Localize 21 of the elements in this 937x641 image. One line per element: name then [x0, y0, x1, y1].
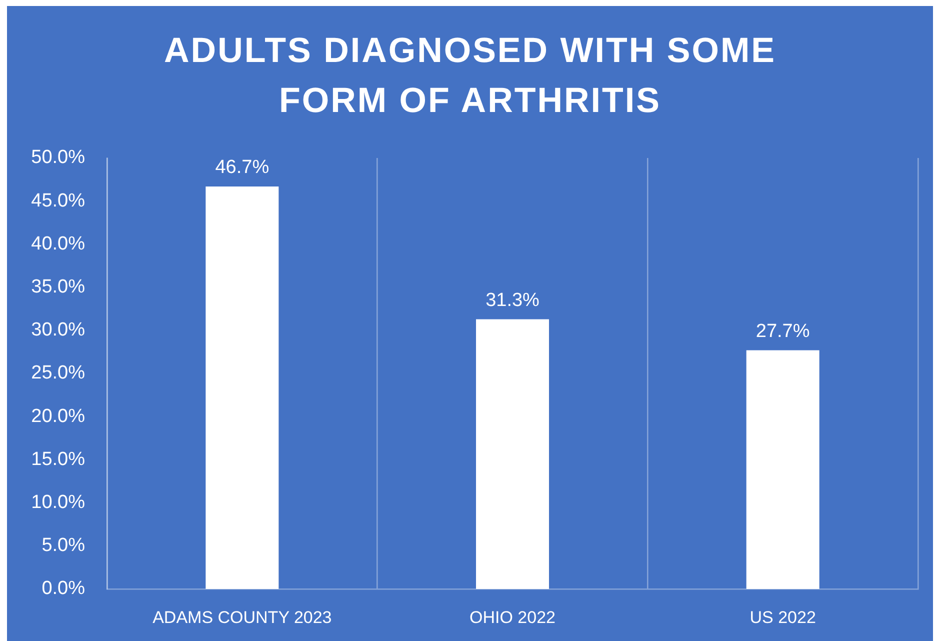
- y-tick-label: 40.0%: [31, 233, 86, 254]
- chart-title: ADULTS DIAGNOSED WITH SOME FORM OF ARTHRITIS: [163, 30, 777, 122]
- x-tick-label: OHIO 2022: [470, 608, 556, 627]
- bar: [476, 319, 549, 589]
- y-tick-label: 45.0%: [31, 190, 86, 212]
- bar: [746, 350, 820, 589]
- y-tick-label: 35.0%: [31, 276, 86, 298]
- x-tick-label: US 2022: [750, 608, 816, 627]
- data-label: 27.7%: [756, 320, 810, 342]
- data-label: 31.3%: [486, 290, 540, 311]
- y-tick-label: 0.0%: [42, 578, 86, 600]
- y-tick-label: 5.0%: [42, 535, 86, 556]
- y-tick-label: 15.0%: [31, 448, 86, 470]
- x-tick-label: ADAMS COUNTY 2023: [152, 608, 332, 627]
- bar: [206, 186, 279, 589]
- y-tick-label: 50.0%: [31, 147, 86, 168]
- y-tick-label: 20.0%: [31, 406, 86, 427]
- y-tick-label: 10.0%: [31, 492, 86, 514]
- data-label: 46.7%: [215, 157, 270, 178]
- y-tick-label: 30.0%: [31, 320, 86, 341]
- y-tick-label: 25.0%: [31, 362, 86, 384]
